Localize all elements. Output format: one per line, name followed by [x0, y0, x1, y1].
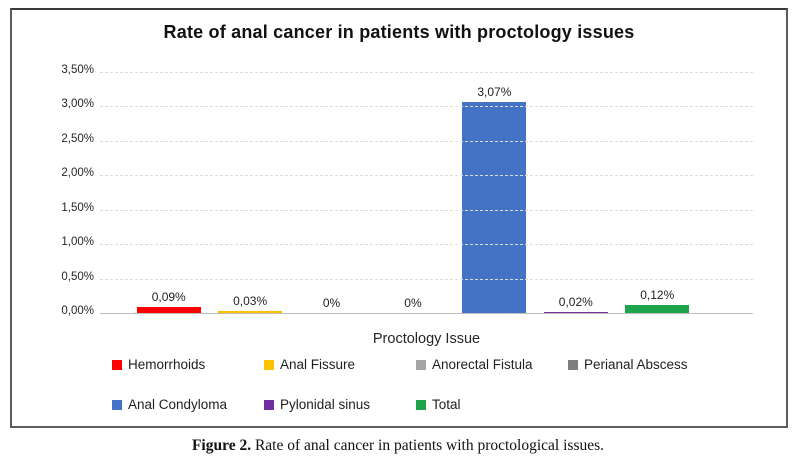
bar-slot-anal-condyloma: 3,07% [454, 85, 535, 313]
bar-slot-perianal-abscess: 0% [372, 296, 453, 313]
legend-label: Perianal Abscess [584, 357, 688, 372]
legend-row: Anal Condyloma Pylonidal sinus Total [112, 397, 720, 412]
legend-swatch-icon [264, 399, 274, 410]
x-axis-title: Proctology Issue [372, 331, 481, 347]
bar-anal-condyloma [462, 101, 527, 313]
gridline [100, 72, 753, 73]
legend-label: Anal Condyloma [128, 397, 228, 412]
chart-title: Rate of anal cancer in patients with pro… [163, 22, 635, 42]
bar-total [625, 304, 690, 313]
legend-label: Anorectal Fistula [432, 357, 533, 372]
legend-label: Anal Fissure [280, 357, 356, 372]
legend-item-anal-fissure: Anal Fissure [264, 357, 416, 372]
legend-item-anorectal-fistula: Anorectal Fistula [416, 357, 568, 372]
y-axis-tick-label: 0,50% [61, 270, 94, 283]
legend-item-total: Total [416, 397, 568, 412]
bar-data-label: 0% [404, 296, 422, 310]
bar-data-label: 0% [322, 296, 341, 310]
figure-caption: Figure 2. Rate of anal cancer in patient… [0, 437, 796, 455]
plot-area: 0,09% 0,03% 0% 0% 3,07% 0,02% 0,12% [100, 72, 753, 314]
bar-slot-hemorrhoids: 0,09% [128, 290, 209, 313]
legend-swatch-icon [112, 399, 122, 410]
legend-item-hemorrhoids: Hemorrhoids [112, 357, 264, 372]
y-axis-tick-label: 1,00% [61, 236, 94, 249]
legend-swatch-icon [416, 399, 426, 410]
y-axis-tick-label: 2,00% [61, 167, 94, 180]
legend-item-perianal-abscess: Perianal Abscess [568, 357, 720, 372]
y-axis-tick-label: 1,50% [61, 201, 94, 214]
bar-pylonidal-sinus [543, 311, 608, 313]
legend-row: Hemorrhoids Anal Fissure Anorectal Fistula… [112, 357, 720, 372]
y-axis: 3,50% 3,00% 2,50% 2,00% 1,50% 1,00% 0,50% 0,00% [12, 64, 94, 317]
bar-data-label: 0,03% [233, 293, 268, 308]
bar-slot-anorectal-fistula: 0% [291, 296, 372, 313]
y-axis-tick-label: 2,50% [61, 132, 94, 145]
gridline [100, 209, 753, 211]
gridline [100, 175, 753, 177]
gridline [100, 106, 753, 108]
bar-slot-anal-fissure: 0,03% [209, 294, 290, 313]
legend-swatch-icon [264, 359, 274, 370]
legend-label: Pylonidal sinus [280, 397, 371, 412]
figure-caption-label: Figure 2. [191, 437, 252, 454]
bar-slot-total: 0,12% [617, 288, 698, 313]
y-axis-tick-label: 3,50% [61, 64, 94, 76]
bar-hemorrhoids [136, 306, 201, 313]
legend-swatch-icon [112, 359, 122, 370]
bar-data-label: 0,02% [558, 294, 593, 309]
figure-caption-text: Rate of anal cancer in patients with pro… [254, 437, 605, 454]
legend-label: Total [432, 397, 461, 412]
bar-data-label: 3,07% [477, 84, 512, 99]
legend-item-anal-condyloma: Anal Condyloma [112, 397, 264, 412]
gridline [100, 244, 753, 246]
bar-data-label: 0,12% [640, 287, 675, 302]
legend-swatch-icon [568, 359, 578, 370]
y-axis-tick-label: 3,00% [61, 98, 94, 111]
y-axis-tick-label: 0,00% [61, 305, 94, 317]
bars-row: 0,09% 0,03% 0% 0% 3,07% 0,02% 0,12% [128, 85, 698, 313]
legend-item-pylonidal-sinus: Pylonidal sinus [264, 397, 416, 412]
bar-slot-pylonidal-sinus: 0,02% [535, 295, 616, 313]
gridline [100, 278, 753, 280]
bar-data-label: 0,09% [151, 289, 186, 304]
bar-anal-fissure [218, 310, 283, 313]
gridline [100, 140, 753, 142]
chart-frame: Rate of anal cancer in patients with pro… [10, 8, 788, 428]
legend-label: Hemorrhoids [128, 357, 206, 372]
legend-swatch-icon [416, 359, 426, 370]
legend: Hemorrhoids Anal Fissure Anorectal Fistula… [112, 357, 720, 412]
x-axis-line [100, 313, 753, 314]
